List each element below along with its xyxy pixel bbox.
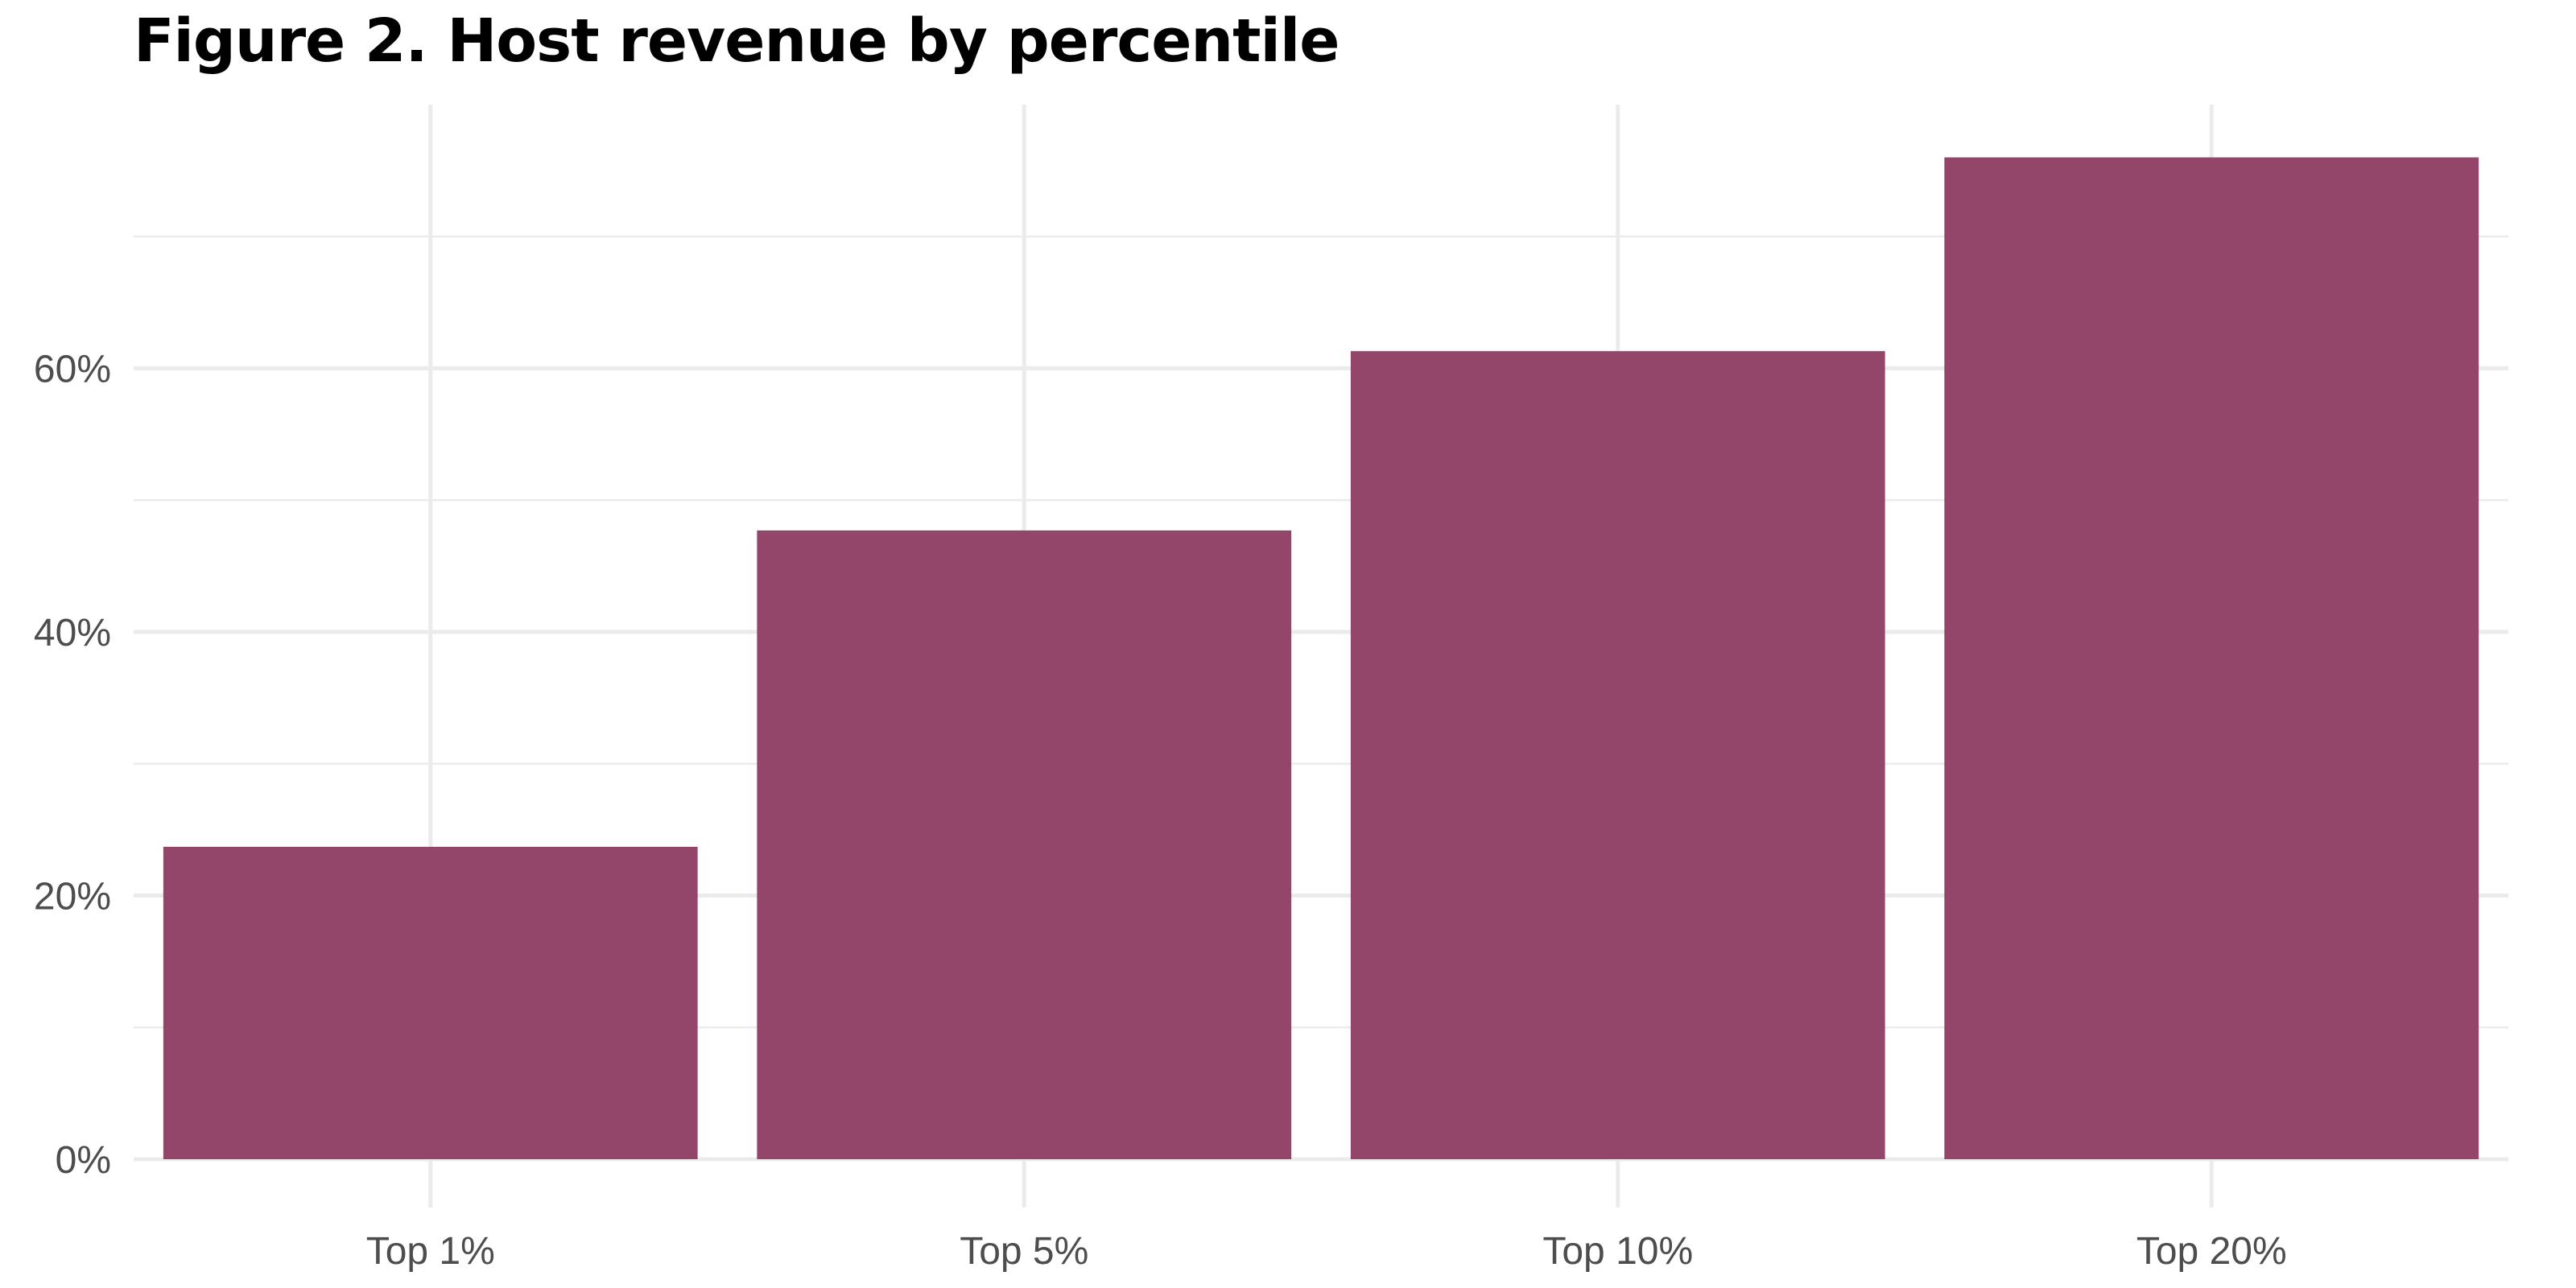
y-tick-label: 0% <box>56 1139 111 1182</box>
bar <box>163 846 698 1159</box>
bar <box>1944 157 2479 1159</box>
x-tick-label: Top 10% <box>1542 1230 1693 1273</box>
y-axis-tick-labels: 0% 20% 40% 60% <box>34 349 111 1183</box>
y-tick-label: 40% <box>34 612 111 654</box>
chart-title: Figure 2. Host revenue by percentile <box>134 6 1340 76</box>
x-tick-label: Top 5% <box>960 1230 1088 1273</box>
bar <box>1350 351 1885 1159</box>
y-tick-label: 60% <box>34 349 111 391</box>
x-axis-tick-labels: Top 1% Top 5% Top 10% Top 20% <box>366 1230 2287 1273</box>
bar <box>757 530 1292 1159</box>
y-tick-label: 20% <box>34 876 111 919</box>
bars <box>163 157 2479 1159</box>
x-tick-label: Top 20% <box>2136 1230 2287 1273</box>
x-tick-label: Top 1% <box>366 1230 495 1273</box>
